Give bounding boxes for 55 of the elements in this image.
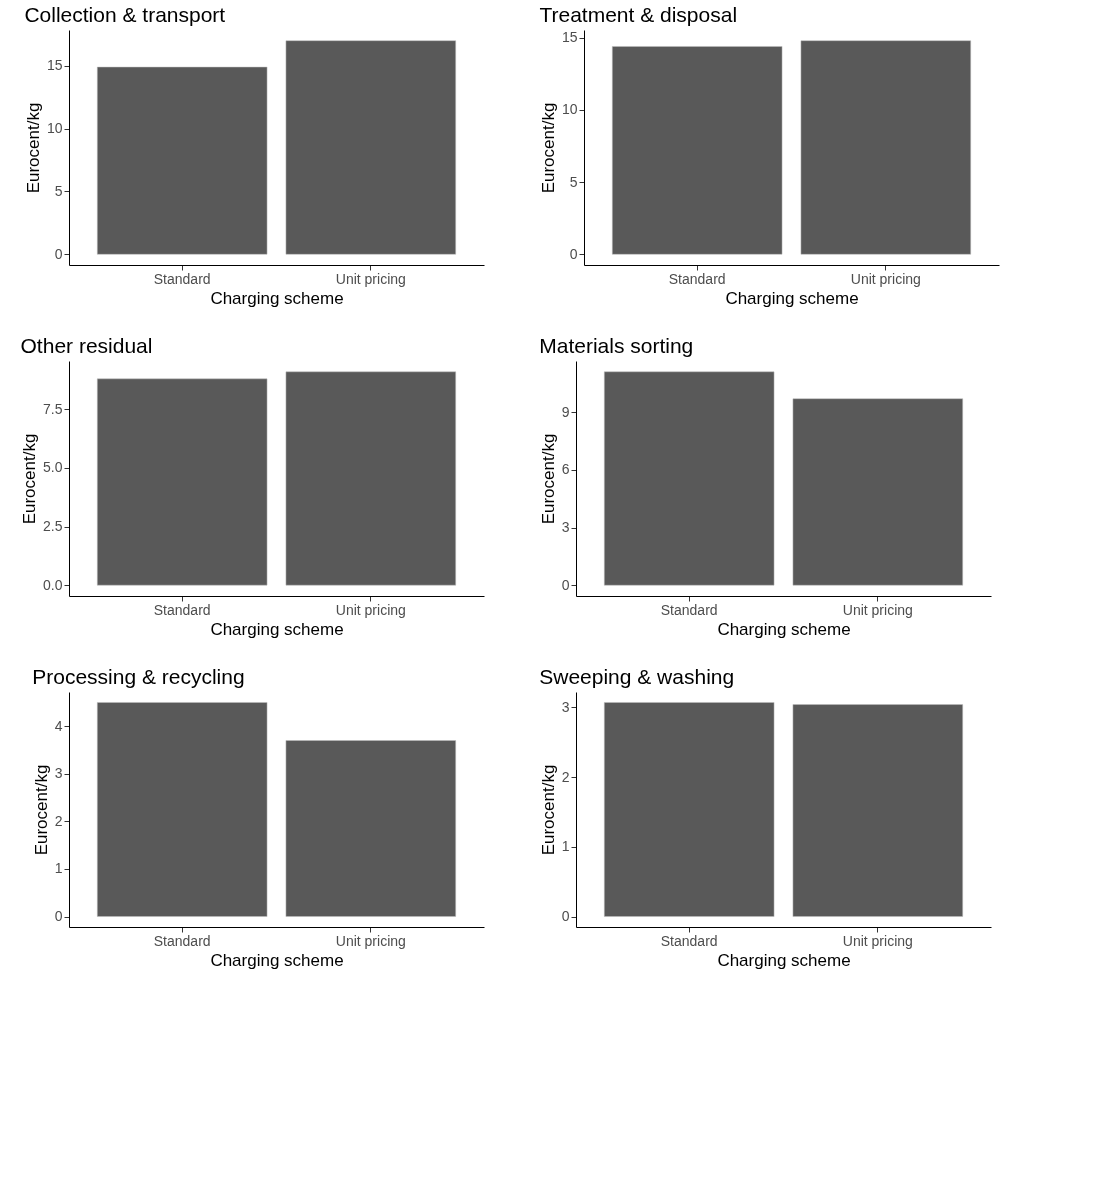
y-tick-label: 0 (561, 576, 570, 593)
y-tick-label: 9 (561, 403, 570, 420)
x-tick-label: Unit pricing (335, 601, 406, 618)
x-tick-label: Unit pricing (842, 932, 913, 949)
x-tick-label: Unit pricing (335, 270, 406, 287)
y-tick-label: 5 (54, 182, 63, 199)
x-tick-label: Standard (668, 270, 726, 287)
y-tick-label: 2 (561, 768, 570, 785)
x-tick-label: Standard (153, 270, 211, 287)
x-tick-label: Standard (153, 932, 211, 949)
y-tick-label: 1 (54, 860, 63, 877)
y-tick-label: 6 (561, 461, 570, 478)
x-tick-label: Standard (660, 601, 718, 618)
y-axis-title: Eurocent/kg (538, 433, 558, 525)
x-axis-title: Charging scheme (717, 950, 851, 970)
x-axis-title: Charging scheme (725, 288, 859, 308)
y-tick-label: 3 (561, 698, 570, 715)
y-axis-title: Eurocent/kg (538, 764, 558, 856)
y-tick-label: 0 (561, 908, 570, 925)
chart-title: Other residual (20, 334, 153, 357)
chart-title: Materials sorting (539, 334, 694, 357)
y-axis-title: Eurocent/kg (538, 102, 558, 194)
x-tick-label: Standard (660, 932, 718, 949)
y-tick-label: 5.0 (43, 459, 63, 476)
y-tick-label: 0 (569, 245, 578, 262)
chart-title: Collection & transport (24, 3, 226, 26)
y-tick-label: 5 (569, 173, 578, 190)
y-tick-label: 2.5 (43, 518, 63, 535)
y-tick-label: 4 (54, 717, 63, 734)
x-axis-title: Charging scheme (210, 619, 344, 639)
chart-title: Treatment & disposal (539, 3, 738, 26)
y-tick-label: 3 (561, 519, 570, 536)
x-tick-label: Standard (153, 601, 211, 618)
x-tick-label: Unit pricing (842, 601, 913, 618)
y-axis-title: Eurocent/kg (31, 764, 51, 856)
y-tick-label: 15 (46, 57, 63, 74)
x-tick-label: Unit pricing (850, 270, 921, 287)
y-tick-label: 7.5 (43, 400, 63, 417)
y-tick-label: 3 (54, 765, 63, 782)
y-tick-label: 15 (561, 29, 578, 46)
y-tick-label: 0.0 (43, 576, 63, 593)
chart-title: Processing & recycling (32, 665, 245, 688)
y-tick-label: 0 (54, 908, 63, 925)
x-axis-title: Charging scheme (717, 619, 851, 639)
y-axis-title: Eurocent/kg (20, 433, 40, 525)
chart-title: Sweeping & washing (539, 665, 735, 688)
y-tick-label: 10 (561, 101, 578, 118)
y-tick-label: 10 (46, 120, 63, 137)
y-tick-label: 1 (561, 838, 570, 855)
x-tick-label: Unit pricing (335, 932, 406, 949)
y-tick-label: 0 (54, 245, 63, 262)
y-axis-title: Eurocent/kg (23, 102, 43, 194)
y-tick-label: 2 (54, 812, 63, 829)
x-axis-title: Charging scheme (210, 950, 344, 970)
x-axis-title: Charging scheme (210, 288, 344, 308)
